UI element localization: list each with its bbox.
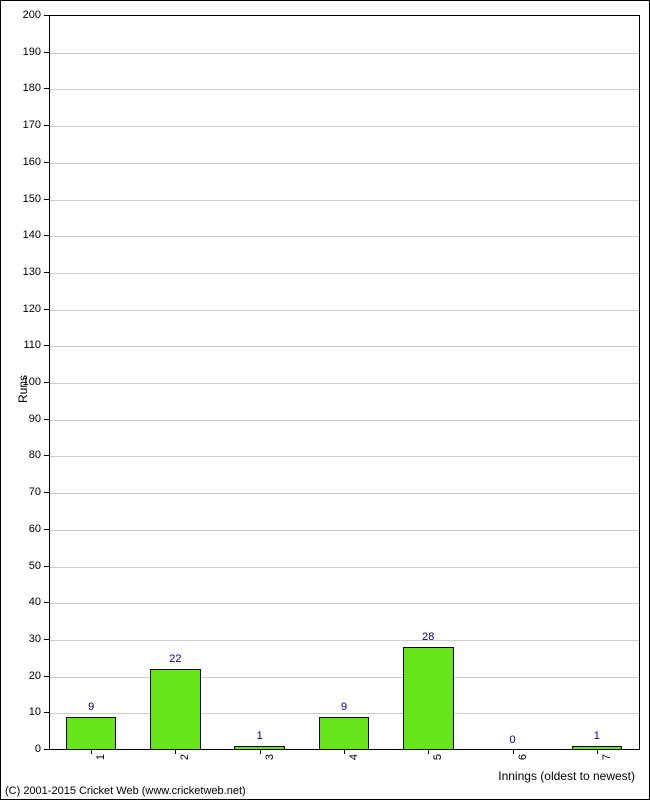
y-tick-mark bbox=[44, 345, 49, 346]
y-tick-label: 70 bbox=[1, 486, 41, 498]
bar-value-label: 1 bbox=[257, 730, 263, 742]
y-tick-mark bbox=[44, 235, 49, 236]
grid-line bbox=[49, 383, 639, 384]
grid-line bbox=[49, 310, 639, 311]
copyright-text: (C) 2001-2015 Cricket Web (www.cricketwe… bbox=[5, 785, 246, 797]
y-tick-mark bbox=[44, 419, 49, 420]
y-tick-label: 190 bbox=[1, 46, 41, 58]
bar bbox=[403, 647, 454, 750]
y-tick-label: 110 bbox=[1, 339, 41, 351]
bar-value-label: 28 bbox=[422, 631, 434, 643]
y-tick-label: 60 bbox=[1, 523, 41, 535]
x-tick-label: 5 bbox=[432, 754, 444, 760]
y-tick-mark bbox=[44, 199, 49, 200]
grid-line bbox=[49, 640, 639, 641]
grid-line bbox=[49, 236, 639, 237]
chart-container: 922192801 Runs Innings (oldest to newest… bbox=[0, 0, 650, 800]
y-tick-label: 120 bbox=[1, 303, 41, 315]
bar bbox=[150, 669, 201, 750]
grid-line bbox=[49, 126, 639, 127]
y-tick-label: 200 bbox=[1, 9, 41, 21]
y-tick-mark bbox=[44, 52, 49, 53]
y-tick-mark bbox=[44, 125, 49, 126]
y-tick-mark bbox=[44, 676, 49, 677]
y-tick-mark bbox=[44, 712, 49, 713]
x-tick-label: 3 bbox=[264, 754, 276, 760]
y-tick-label: 20 bbox=[1, 670, 41, 682]
grid-line bbox=[49, 163, 639, 164]
y-tick-mark bbox=[44, 749, 49, 750]
y-tick-label: 40 bbox=[1, 596, 41, 608]
bar-value-label: 9 bbox=[88, 701, 94, 713]
bar-value-label: 9 bbox=[341, 701, 347, 713]
y-tick-label: 0 bbox=[1, 743, 41, 755]
y-tick-label: 150 bbox=[1, 193, 41, 205]
grid-line bbox=[49, 89, 639, 90]
grid-line bbox=[49, 346, 639, 347]
bar-value-label: 1 bbox=[594, 730, 600, 742]
bar bbox=[66, 717, 117, 750]
x-tick-mark bbox=[260, 749, 261, 754]
y-tick-label: 140 bbox=[1, 229, 41, 241]
y-tick-label: 30 bbox=[1, 633, 41, 645]
y-tick-mark bbox=[44, 382, 49, 383]
y-axis-line bbox=[49, 16, 50, 750]
y-tick-label: 160 bbox=[1, 156, 41, 168]
plot-area: 9 22 1 9 28 0 1 bbox=[49, 15, 640, 750]
y-tick-mark bbox=[44, 566, 49, 567]
grid-line bbox=[49, 530, 639, 531]
grid-line bbox=[49, 200, 639, 201]
y-tick-mark bbox=[44, 639, 49, 640]
x-tick-label: 6 bbox=[517, 754, 529, 760]
x-tick-label: 4 bbox=[348, 754, 360, 760]
x-axis-title: Innings (oldest to newest) bbox=[498, 769, 635, 783]
y-tick-label: 50 bbox=[1, 560, 41, 572]
grid-line bbox=[49, 53, 639, 54]
y-tick-label: 180 bbox=[1, 82, 41, 94]
bar bbox=[319, 717, 370, 750]
x-tick-label: 7 bbox=[601, 754, 613, 760]
x-tick-mark bbox=[91, 749, 92, 754]
grid-line bbox=[49, 677, 639, 678]
y-tick-label: 130 bbox=[1, 266, 41, 278]
y-tick-mark bbox=[44, 455, 49, 456]
grid-line bbox=[49, 493, 639, 494]
y-tick-mark bbox=[44, 272, 49, 273]
x-tick-label: 1 bbox=[95, 754, 107, 760]
grid-line bbox=[49, 567, 639, 568]
y-tick-mark bbox=[44, 162, 49, 163]
y-tick-label: 80 bbox=[1, 449, 41, 461]
y-tick-mark bbox=[44, 492, 49, 493]
grid-line bbox=[49, 713, 639, 714]
y-tick-mark bbox=[44, 529, 49, 530]
x-tick-mark bbox=[428, 749, 429, 754]
y-tick-label: 100 bbox=[1, 376, 41, 388]
y-tick-mark bbox=[44, 15, 49, 16]
grid-line bbox=[49, 420, 639, 421]
bar-value-label: 22 bbox=[169, 653, 181, 665]
y-tick-mark bbox=[44, 309, 49, 310]
y-tick-label: 170 bbox=[1, 119, 41, 131]
bar-value-label: 0 bbox=[510, 734, 516, 746]
grid-line bbox=[49, 456, 639, 457]
y-tick-mark bbox=[44, 88, 49, 89]
x-tick-mark bbox=[344, 749, 345, 754]
y-tick-label: 90 bbox=[1, 413, 41, 425]
x-tick-mark bbox=[597, 749, 598, 754]
grid-line bbox=[49, 603, 639, 604]
x-tick-mark bbox=[175, 749, 176, 754]
y-tick-label: 10 bbox=[1, 706, 41, 718]
x-tick-label: 2 bbox=[179, 754, 191, 760]
x-tick-mark bbox=[513, 749, 514, 754]
grid-line bbox=[49, 273, 639, 274]
y-tick-mark bbox=[44, 602, 49, 603]
